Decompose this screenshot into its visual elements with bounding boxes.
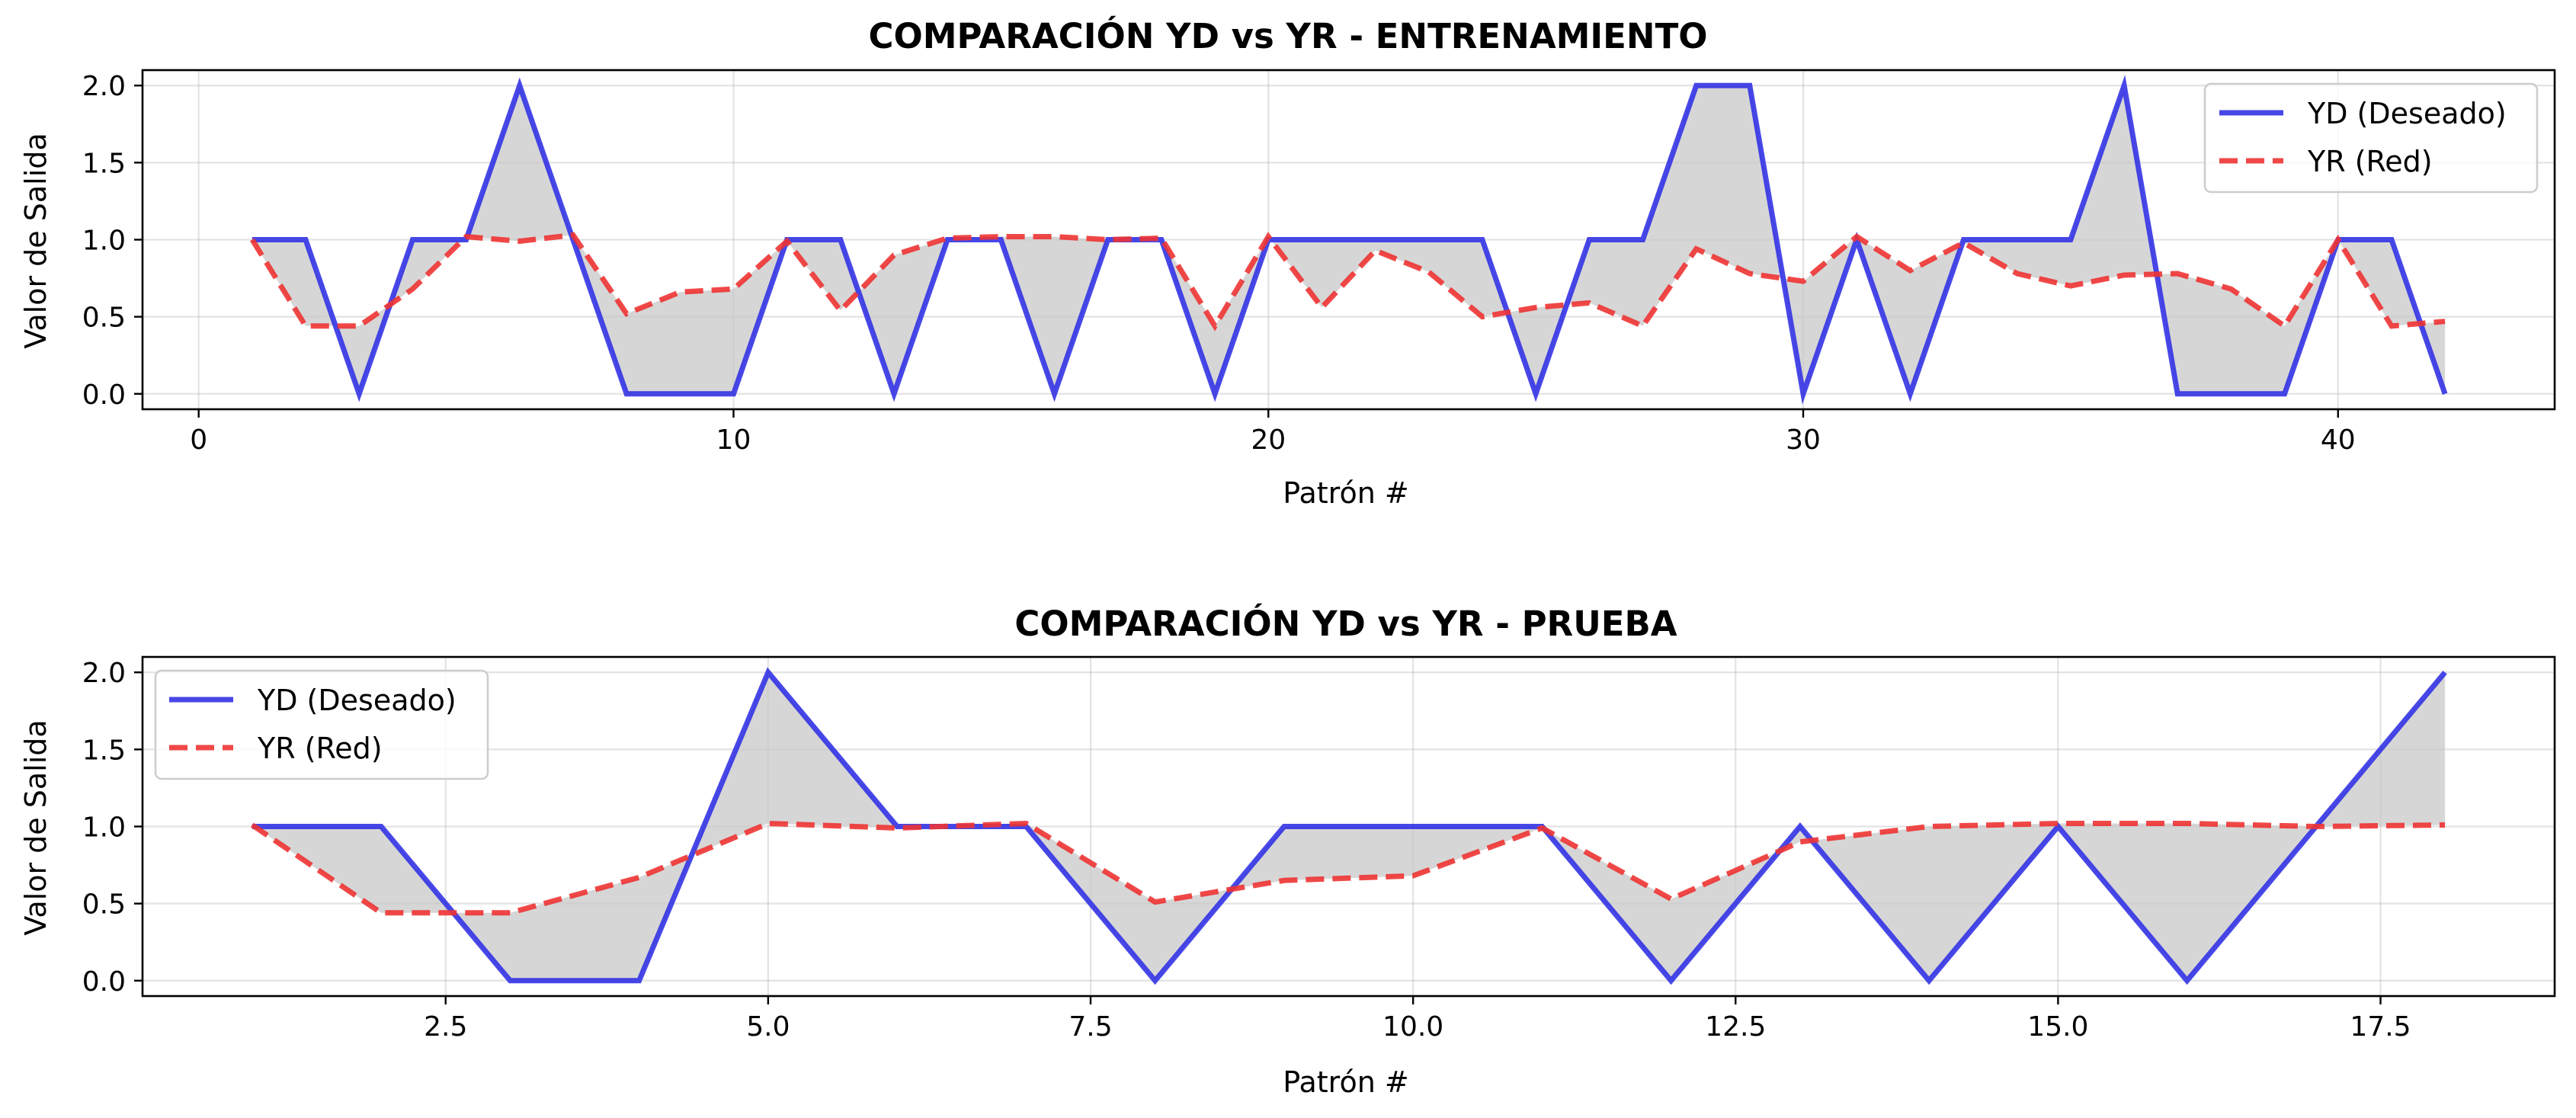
- training-y-tick-label-0: 0.0: [82, 380, 126, 411]
- test-y-tick-label-4: 2.0: [82, 658, 126, 689]
- test-ticks: 2.5 5.0 7.5 10.0 12.5 15.0 17.5 0.0 0.5 1.0 1.5 2.0: [82, 658, 2411, 1043]
- test-x-tick-label-0: 2.5: [424, 1011, 467, 1043]
- test-y-tick-label-1: 0.5: [82, 889, 126, 921]
- training-axes-frame: [141, 69, 2556, 411]
- training-y-tick-label-2: 1.0: [82, 226, 126, 257]
- training-y-axis-label: Valor de Salida: [19, 133, 53, 348]
- test-x-tick-label-3: 10.0: [1383, 1011, 1443, 1043]
- training-x-tick-label-4: 40: [2321, 424, 2356, 456]
- test-yd-line: [252, 667, 2447, 985]
- training-y-tick-label-3: 1.5: [82, 148, 126, 179]
- training-x-tick-label-2: 20: [1251, 424, 1286, 456]
- training-yd-line: [252, 75, 2448, 405]
- test-legend-yr-label: YR (Red): [257, 732, 383, 765]
- test-y-tick-label-0: 0.0: [82, 966, 126, 998]
- training-yr-line: [249, 232, 2446, 332]
- test-axes-frame: [141, 655, 2556, 998]
- training-chart-title: COMPARACIÓN YD vs YR - ENTRENAMIENTO: [868, 16, 1707, 56]
- training-y-tick-label-4: 2.0: [82, 71, 126, 102]
- test-y-tick-label-3: 1.5: [82, 735, 126, 766]
- test-x-axis-label: Patrón #: [1283, 1065, 1408, 1099]
- training-chart: COMPARACIÓN YD vs YR - ENTRENAMIENTO 0 10…: [19, 16, 2556, 510]
- test-x-tick-label-5: 15.0: [2027, 1011, 2088, 1043]
- test-x-tick-label-1: 5.0: [746, 1011, 790, 1043]
- test-x-tick-label-2: 7.5: [1069, 1011, 1112, 1043]
- training-x-tick-label-1: 10: [716, 424, 751, 456]
- training-legend-yr-label: YR (Red): [2307, 145, 2433, 178]
- test-x-tick-label-4: 12.5: [1705, 1011, 1766, 1043]
- test-chart: COMPARACIÓN YD vs YR - PRUEBA 2.5 5.0 7.5 1…: [19, 604, 2556, 1099]
- test-y-tick-label-2: 1.0: [82, 812, 126, 844]
- training-x-axis-label: Patrón #: [1283, 476, 1408, 510]
- training-y-tick-label-1: 0.5: [82, 303, 126, 334]
- test-legend-box: [154, 669, 489, 780]
- training-legend-box: [2203, 82, 2539, 194]
- test-y-axis-label: Valor de Salida: [19, 719, 53, 935]
- training-ticks: 0 10 20 30 40 0.0 0.5 1.0 1.5 2.0: [82, 71, 2356, 456]
- test-legend-yd-label: YD (Deseado): [257, 684, 457, 717]
- training-x-tick-label-0: 0: [190, 424, 207, 456]
- test-legend: YD (Deseado) YR (Red): [154, 669, 489, 780]
- test-chart-title: COMPARACIÓN YD vs YR - PRUEBA: [1014, 604, 1677, 644]
- test-yr-line: [250, 820, 2446, 916]
- test-x-tick-label-6: 17.5: [2350, 1011, 2411, 1043]
- training-x-tick-label-3: 30: [1786, 424, 1821, 456]
- training-legend: YD (Deseado) YR (Red): [2203, 82, 2539, 194]
- training-legend-yd-label: YD (Deseado): [2307, 97, 2507, 130]
